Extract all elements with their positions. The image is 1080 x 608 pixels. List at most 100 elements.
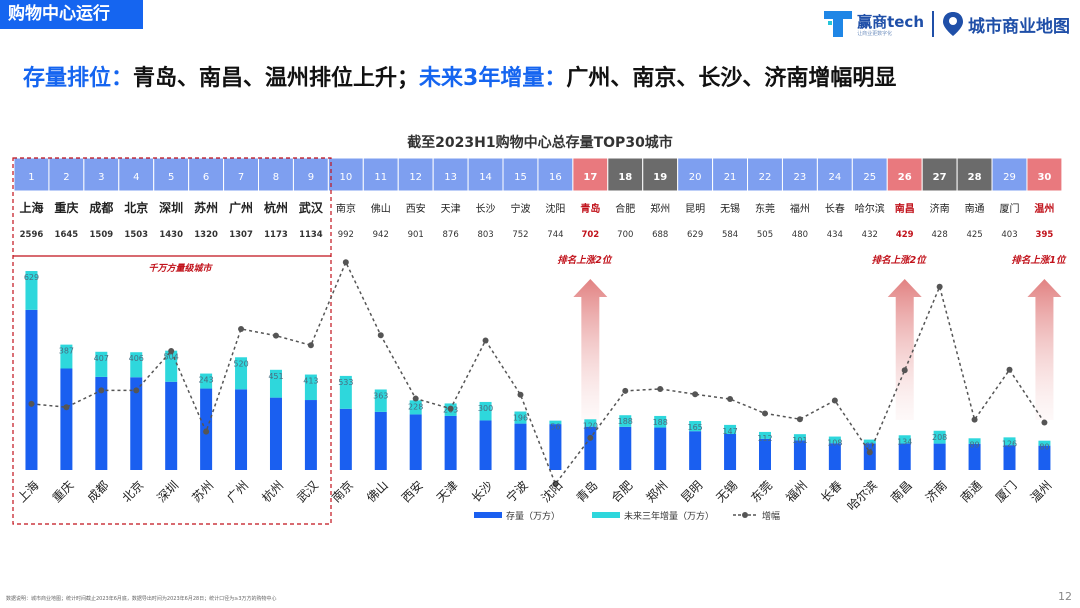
bar-stock <box>304 400 317 470</box>
rank-up-label: 排名上涨2位 <box>557 254 613 266</box>
bar-stock <box>898 443 911 470</box>
brand-t-icon <box>823 9 853 39</box>
x-axis-label: 南京 <box>328 478 356 506</box>
bar-increment <box>828 436 841 444</box>
legend-label-growth: 增幅 <box>762 510 780 522</box>
bar-increment <box>200 373 213 389</box>
bar-increment-label: 80 <box>1039 443 1049 452</box>
x-axis-label: 青岛 <box>573 478 601 506</box>
rank-city-name: 杭州 <box>264 200 288 215</box>
rank-stock-value: 1320 <box>194 230 218 240</box>
section-tag: 购物中心运行 <box>0 0 143 29</box>
bar-increment <box>619 415 632 427</box>
rank-stock-value: 505 <box>757 230 773 240</box>
growth-point <box>272 332 279 339</box>
x-axis-label: 佛山 <box>364 478 391 505</box>
rank-stock-value: 942 <box>373 230 389 240</box>
rank-stock-value: 1645 <box>55 230 79 240</box>
growth-point <box>342 259 349 266</box>
x-axis-label: 西安 <box>398 478 426 506</box>
x-axis-label: 广州 <box>224 478 251 505</box>
bar-increment <box>758 431 771 439</box>
bar-increment-label: 208 <box>932 433 947 442</box>
x-axis-label: 昆明 <box>678 478 705 505</box>
rank-number: 3 <box>98 172 104 183</box>
rank-stock-value: 425 <box>966 230 982 240</box>
rank-number: 4 <box>133 172 139 183</box>
bar-increment <box>374 389 387 412</box>
rank-city-name: 哈尔滨 <box>855 202 885 215</box>
rank-city-name: 合肥 <box>615 202 635 215</box>
bar-increment-label: 504 <box>164 353 179 362</box>
bar-increment <box>409 400 422 415</box>
x-axis-label: 福州 <box>782 478 810 506</box>
bar-increment-label: 56 <box>550 423 560 432</box>
bar-increment-label: 300 <box>478 404 493 413</box>
rank-stock-value: 803 <box>477 230 493 240</box>
rank-cell <box>188 157 225 192</box>
group-label: 千万方量级城市 <box>148 263 213 274</box>
logo-divider <box>932 11 934 37</box>
bar-increment-label: 363 <box>373 391 388 400</box>
bar-increment-label: 451 <box>268 372 283 381</box>
rank-stock-value: 1173 <box>264 230 288 240</box>
x-axis-label: 无锡 <box>713 478 741 506</box>
bar-stock <box>269 397 282 470</box>
rank-number: 25 <box>863 172 876 183</box>
bar-stock <box>235 389 248 470</box>
bar-increment <box>654 415 667 428</box>
bar-stock <box>165 381 178 470</box>
growth-point <box>901 367 908 374</box>
rank-city-name: 成都 <box>89 200 113 215</box>
bar-increment <box>1038 440 1051 446</box>
bar-increment-label: 108 <box>827 439 842 448</box>
rank-stock-value: 1430 <box>159 230 183 240</box>
rank-cell <box>118 157 155 192</box>
rank-cell <box>327 157 364 192</box>
bar-stock <box>654 427 667 470</box>
bar-increment-label: 407 <box>94 354 109 363</box>
rank-up-arrow <box>1027 279 1062 420</box>
bar-increment-label: 112 <box>757 434 772 443</box>
rank-cell <box>607 157 644 192</box>
bar-increment <box>25 271 38 310</box>
rank-cell <box>642 157 679 192</box>
rank-cell <box>816 157 853 192</box>
rank-number: 22 <box>759 172 772 183</box>
bar-stock <box>863 443 876 470</box>
bar-stock <box>689 431 702 470</box>
x-axis-label: 成都 <box>85 478 112 505</box>
bar-stock <box>514 423 527 470</box>
rank-cell <box>362 157 399 192</box>
rank-stock-value: 1503 <box>124 230 148 240</box>
rank-stock-value: 403 <box>1001 230 1017 240</box>
headline-label-2: 未来3年增量： <box>419 66 567 91</box>
growth-point <box>796 416 803 423</box>
bar-increment <box>689 421 702 432</box>
bar-increment-label: 61 <box>865 442 875 451</box>
rank-cell <box>991 157 1028 192</box>
bar-increment-label: 120 <box>583 421 598 430</box>
legend-swatch-increment <box>592 512 620 518</box>
rank-cell <box>1026 157 1063 192</box>
bar-stock <box>619 426 632 470</box>
rank-city-name: 佛山 <box>371 202 391 215</box>
growth-point <box>482 337 489 344</box>
rank-city-name: 北京 <box>124 200 148 215</box>
x-axis-label: 东莞 <box>748 478 775 505</box>
bar-increment-label: 101 <box>792 436 807 445</box>
x-axis-label: 杭州 <box>259 478 287 506</box>
bar-increment-label: 406 <box>129 354 144 363</box>
rank-number: 9 <box>308 172 314 183</box>
rank-number: 11 <box>374 172 387 183</box>
rank-city-name: 长春 <box>825 203 845 215</box>
bar-increment-label: 165 <box>687 423 702 432</box>
bar-increment-label: 188 <box>653 418 668 427</box>
headline: 存量排位：青岛、南昌、温州排位上升；未来3年增量：广州、南京、长沙、济南增幅明显 <box>23 60 896 92</box>
growth-point <box>552 481 559 487</box>
bar-increment-label: 126 <box>1002 439 1017 448</box>
headline-label-1: 存量排位： <box>23 66 134 91</box>
growth-point <box>761 410 768 417</box>
bar-stock <box>1003 445 1016 470</box>
x-axis-label: 济南 <box>922 478 950 506</box>
